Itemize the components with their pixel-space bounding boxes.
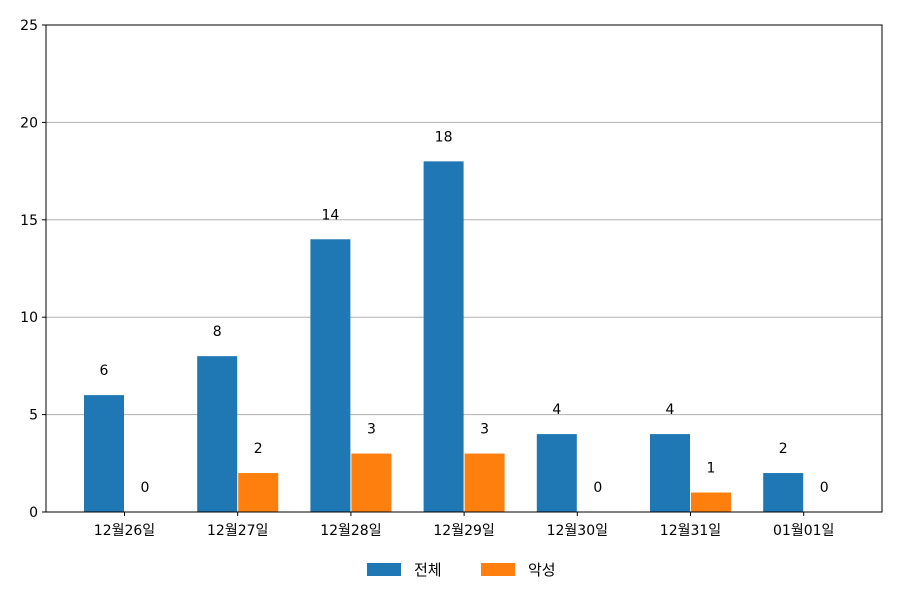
y-tick-label: 5 [29, 408, 38, 424]
data-label: 3 [367, 422, 376, 438]
plot-frame [45, 24, 883, 513]
bar-malicious [351, 453, 392, 512]
legend-label: 악성 [528, 561, 556, 579]
data-label: 0 [593, 480, 602, 496]
y-tick-label: 0 [29, 505, 38, 521]
x-tick-label: 01월01일 [773, 523, 834, 539]
bar-malicious [691, 492, 731, 512]
bar-malicious [238, 473, 279, 512]
bar-total [197, 356, 238, 512]
bar-total [84, 395, 124, 512]
y-tick-label: 15 [20, 213, 38, 229]
x-tick-label: 12월31일 [660, 523, 721, 539]
x-tick-label: 12월27일 [207, 523, 268, 539]
data-label: 8 [213, 324, 222, 340]
legend-label: 전체 [414, 561, 442, 579]
bar-total [423, 161, 464, 513]
bar-total [763, 473, 804, 512]
x-tick-label: 12월28일 [320, 523, 381, 539]
data-label: 2 [254, 441, 263, 457]
data-label: 4 [552, 402, 561, 418]
x-tick-label: 12월26일 [94, 523, 155, 539]
data-labels: 6 0 8 2 14 3 18 3 4 0 4 1 2 0 [100, 129, 829, 496]
data-label: 0 [820, 480, 829, 496]
x-tick-label: 12월29일 [433, 523, 494, 539]
bar-malicious [464, 453, 505, 512]
bar-total [310, 239, 351, 512]
data-label: 3 [480, 422, 489, 438]
bar-total [536, 434, 577, 512]
data-label: 1 [707, 461, 716, 477]
x-axis: 12월26일 12월27일 12월28일 12월29일 12월30일 12월31일 01월0… [94, 512, 834, 539]
legend-swatch [481, 563, 515, 576]
y-axis: 0 5 10 15 20 25 [20, 18, 46, 521]
bars [84, 161, 804, 513]
x-tick-label: 12월30일 [547, 523, 608, 539]
data-label: 14 [321, 207, 339, 223]
legend-swatch [367, 563, 401, 576]
y-tick-label: 20 [20, 115, 38, 131]
data-label: 2 [779, 441, 788, 457]
gridlines [46, 121, 882, 416]
legend: 전체 악성 [367, 561, 556, 579]
y-tick-label: 25 [20, 18, 38, 34]
data-label: 0 [141, 480, 150, 496]
data-label: 18 [435, 129, 453, 145]
y-tick-label: 10 [20, 310, 38, 326]
data-label: 6 [100, 363, 109, 379]
bar-total [650, 434, 690, 512]
data-label: 4 [666, 402, 675, 418]
